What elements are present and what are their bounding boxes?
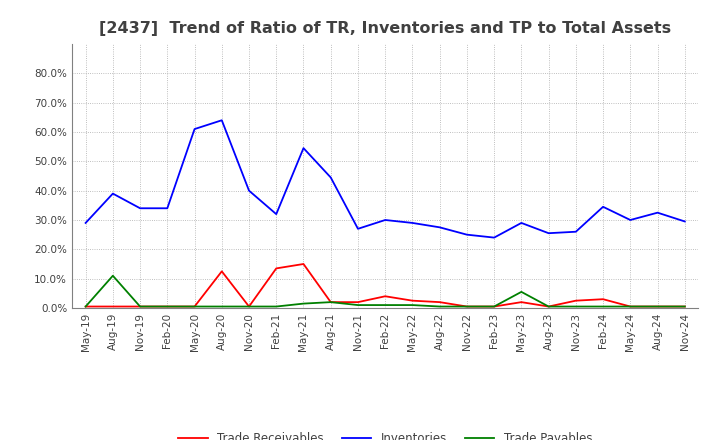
Inventories	[326, 175, 335, 180]
Trade Receivables	[381, 293, 390, 299]
Trade Payables	[653, 304, 662, 309]
Trade Receivables	[136, 304, 145, 309]
Trade Receivables	[653, 304, 662, 309]
Trade Payables	[599, 304, 608, 309]
Inventories	[81, 220, 90, 226]
Inventories	[136, 205, 145, 211]
Inventories	[245, 188, 253, 193]
Trade Receivables	[626, 304, 634, 309]
Trade Receivables	[408, 298, 417, 303]
Trade Payables	[217, 304, 226, 309]
Trade Payables	[245, 304, 253, 309]
Inventories	[680, 219, 689, 224]
Trade Receivables	[462, 304, 471, 309]
Trade Receivables	[245, 304, 253, 309]
Inventories	[436, 225, 444, 230]
Trade Receivables	[599, 297, 608, 302]
Trade Payables	[680, 304, 689, 309]
Inventories	[190, 126, 199, 132]
Trade Receivables	[190, 304, 199, 309]
Trade Payables	[572, 304, 580, 309]
Inventories	[572, 229, 580, 235]
Title: [2437]  Trend of Ratio of TR, Inventories and TP to Total Assets: [2437] Trend of Ratio of TR, Inventories…	[99, 21, 671, 36]
Trade Receivables	[544, 304, 553, 309]
Trade Payables	[517, 289, 526, 294]
Inventories	[626, 217, 634, 223]
Inventories	[272, 212, 281, 217]
Inventories	[354, 226, 362, 231]
Trade Payables	[272, 304, 281, 309]
Trade Payables	[163, 304, 171, 309]
Inventories	[163, 205, 171, 211]
Trade Payables	[109, 273, 117, 279]
Trade Payables	[190, 304, 199, 309]
Trade Receivables	[163, 304, 171, 309]
Trade Receivables	[81, 304, 90, 309]
Trade Payables	[626, 304, 634, 309]
Line: Trade Payables: Trade Payables	[86, 276, 685, 307]
Trade Payables	[354, 302, 362, 308]
Line: Trade Receivables: Trade Receivables	[86, 264, 685, 307]
Trade Payables	[81, 304, 90, 309]
Trade Receivables	[272, 266, 281, 271]
Trade Payables	[408, 302, 417, 308]
Trade Payables	[381, 302, 390, 308]
Inventories	[599, 204, 608, 209]
Inventories	[300, 146, 308, 151]
Inventories	[462, 232, 471, 237]
Trade Receivables	[436, 300, 444, 305]
Inventories	[517, 220, 526, 226]
Trade Receivables	[680, 304, 689, 309]
Inventories	[408, 220, 417, 226]
Trade Payables	[544, 304, 553, 309]
Trade Payables	[462, 304, 471, 309]
Trade Payables	[136, 304, 145, 309]
Line: Inventories: Inventories	[86, 120, 685, 238]
Inventories	[490, 235, 498, 240]
Trade Receivables	[300, 261, 308, 267]
Inventories	[544, 231, 553, 236]
Trade Receivables	[490, 304, 498, 309]
Trade Receivables	[572, 298, 580, 303]
Trade Receivables	[354, 300, 362, 305]
Trade Payables	[326, 300, 335, 305]
Inventories	[109, 191, 117, 196]
Trade Receivables	[217, 269, 226, 274]
Trade Receivables	[109, 304, 117, 309]
Inventories	[653, 210, 662, 215]
Trade Receivables	[517, 300, 526, 305]
Legend: Trade Receivables, Inventories, Trade Payables: Trade Receivables, Inventories, Trade Pa…	[174, 428, 597, 440]
Trade Payables	[300, 301, 308, 306]
Trade Payables	[490, 304, 498, 309]
Inventories	[381, 217, 390, 223]
Trade Receivables	[326, 300, 335, 305]
Trade Payables	[436, 304, 444, 309]
Inventories	[217, 117, 226, 123]
